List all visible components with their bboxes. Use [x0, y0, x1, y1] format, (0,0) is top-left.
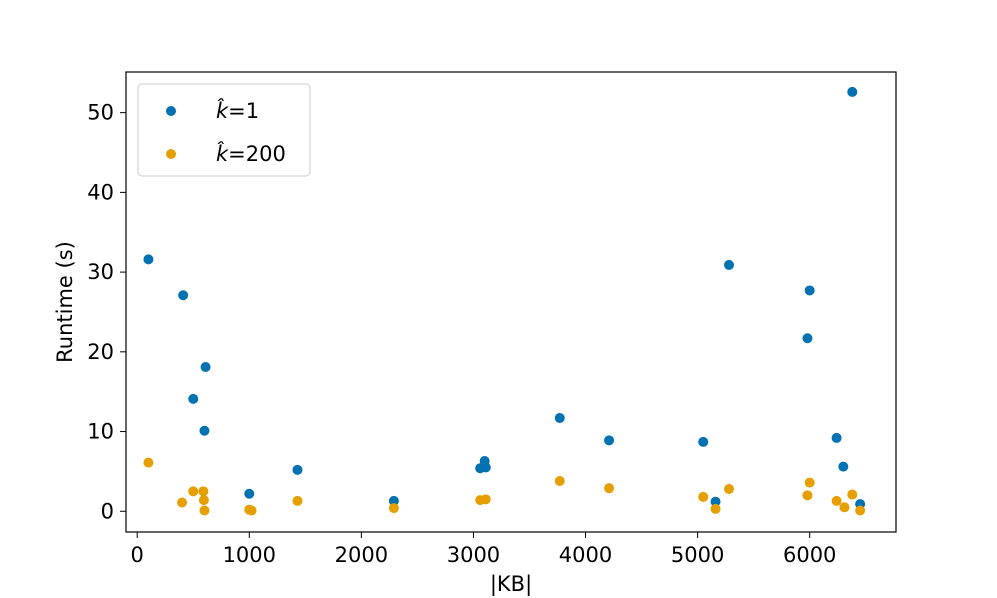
- data-point-k200: [710, 503, 721, 514]
- x-axis-title: |KB|: [490, 572, 532, 597]
- data-point-k200: [802, 490, 813, 501]
- y-tick-label: 30: [87, 260, 114, 284]
- data-point-k200: [143, 457, 154, 468]
- data-point-k1: [244, 488, 255, 499]
- data-point-k1: [838, 461, 849, 472]
- y-axis-ticks: 0 10 20 30 40 50: [87, 101, 126, 523]
- data-point-k1: [480, 462, 491, 473]
- data-point-k200: [839, 502, 850, 513]
- data-point-k1: [178, 290, 189, 301]
- data-point-k1: [292, 464, 303, 475]
- legend-value-k1: =1: [228, 99, 259, 123]
- x-tick-label: 5000: [671, 543, 724, 567]
- data-point-k1: [200, 361, 211, 372]
- legend: k̂=1 k̂=200: [137, 83, 311, 177]
- data-point-k1: [143, 254, 154, 265]
- data-point-k200: [554, 475, 565, 486]
- data-point-k200: [199, 505, 210, 516]
- data-point-k1: [199, 425, 210, 436]
- x-tick-label: 6000: [783, 543, 836, 567]
- y-tick-label: 0: [101, 499, 114, 523]
- data-point-k1: [698, 436, 709, 447]
- legend-box: [137, 83, 311, 177]
- x-axis-ticks: 0 1000 2000 3000 4000 5000 6000: [131, 532, 836, 567]
- x-tick-label: 4000: [559, 543, 612, 567]
- data-point-k200: [198, 495, 209, 506]
- x-tick-label: 2000: [335, 543, 388, 567]
- data-point-k200: [388, 503, 399, 514]
- data-point-k200: [246, 505, 257, 516]
- data-point-k1: [804, 285, 815, 296]
- data-point-k200: [177, 497, 188, 508]
- legend-var-k1: k̂: [216, 98, 229, 123]
- data-point-k200: [831, 495, 842, 506]
- data-point-k1: [723, 259, 734, 270]
- y-tick-label: 40: [87, 180, 114, 204]
- data-point-k200: [847, 489, 858, 500]
- legend-marker-k200: [166, 149, 176, 159]
- data-points: [143, 86, 866, 516]
- y-tick-label: 20: [87, 340, 114, 364]
- data-point-k200: [698, 491, 709, 502]
- data-point-k1: [188, 393, 199, 404]
- data-point-k1: [802, 333, 813, 344]
- data-point-k200: [855, 505, 866, 516]
- data-point-k200: [723, 483, 734, 494]
- legend-marker-k1: [166, 106, 176, 116]
- data-point-k1: [554, 412, 565, 423]
- legend-label-k1: k̂=1: [216, 98, 259, 123]
- y-tick-label: 10: [87, 420, 114, 444]
- data-point-k1: [710, 496, 721, 507]
- data-point-k200: [604, 483, 615, 494]
- x-tick-label: 3000: [447, 543, 500, 567]
- legend-label-k200: k̂=200: [216, 141, 286, 166]
- data-point-k1: [388, 495, 399, 506]
- data-point-k1: [847, 86, 858, 97]
- data-point-k200: [480, 494, 491, 505]
- data-point-k200: [804, 477, 815, 488]
- y-axis-title: Runtime (s): [53, 241, 77, 363]
- data-point-k1: [604, 435, 615, 446]
- data-point-k1: [831, 432, 842, 443]
- data-point-k200: [292, 495, 303, 506]
- legend-var-k200: k̂: [216, 141, 229, 166]
- data-point-k200: [198, 486, 209, 497]
- legend-value-k200: =200: [228, 142, 286, 166]
- data-point-k200: [188, 486, 199, 497]
- x-tick-label: 0: [131, 543, 144, 567]
- y-tick-label: 50: [87, 101, 114, 125]
- x-tick-label: 1000: [223, 543, 276, 567]
